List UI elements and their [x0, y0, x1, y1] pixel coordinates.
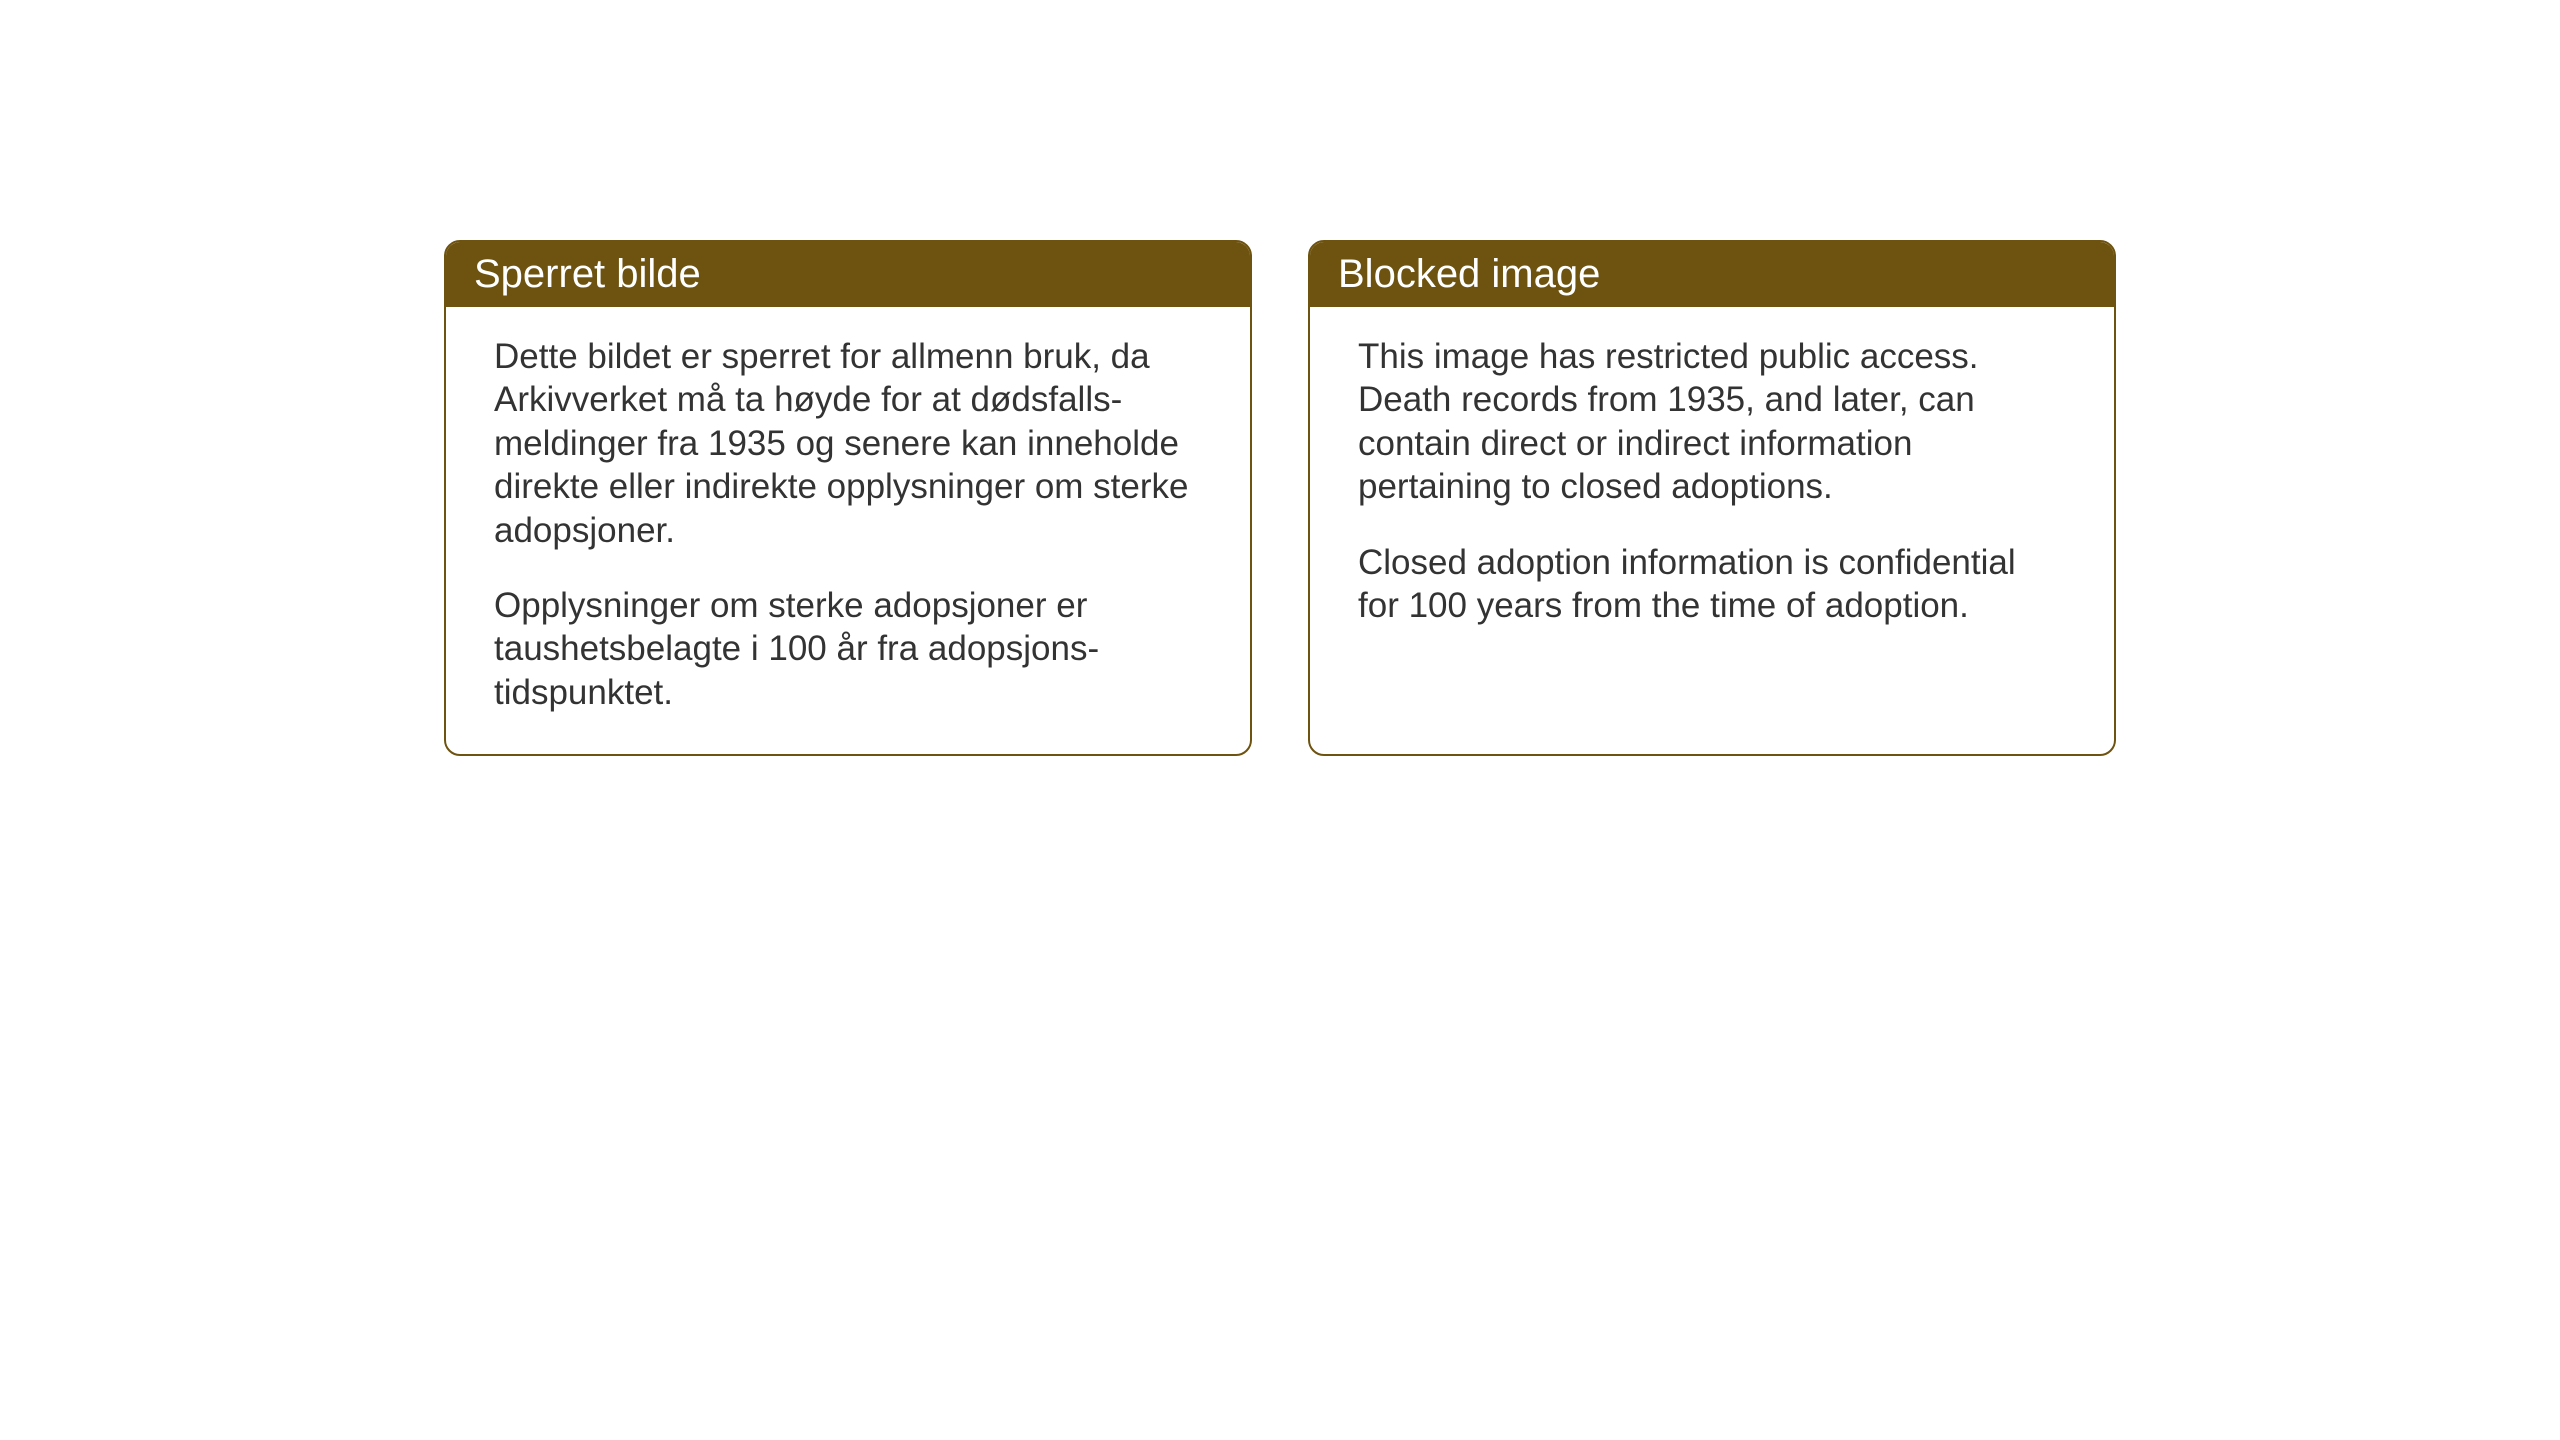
card-paragraph-1-english: This image has restricted public access.…: [1358, 335, 2066, 509]
card-title-english: Blocked image: [1338, 252, 1600, 296]
card-title-norwegian: Sperret bilde: [474, 252, 701, 296]
card-paragraph-2-english: Closed adoption information is confident…: [1358, 541, 2066, 628]
card-body-english: This image has restricted public access.…: [1310, 307, 2114, 667]
notice-card-norwegian: Sperret bilde Dette bildet er sperret fo…: [444, 240, 1252, 756]
notice-card-english: Blocked image This image has restricted …: [1308, 240, 2116, 756]
card-paragraph-2-norwegian: Opplysninger om sterke adopsjoner er tau…: [494, 584, 1202, 714]
card-paragraph-1-norwegian: Dette bildet er sperret for allmenn bruk…: [494, 335, 1202, 552]
card-body-norwegian: Dette bildet er sperret for allmenn bruk…: [446, 307, 1250, 754]
card-header-norwegian: Sperret bilde: [446, 242, 1250, 307]
notice-cards-container: Sperret bilde Dette bildet er sperret fo…: [444, 240, 2116, 756]
card-header-english: Blocked image: [1310, 242, 2114, 307]
